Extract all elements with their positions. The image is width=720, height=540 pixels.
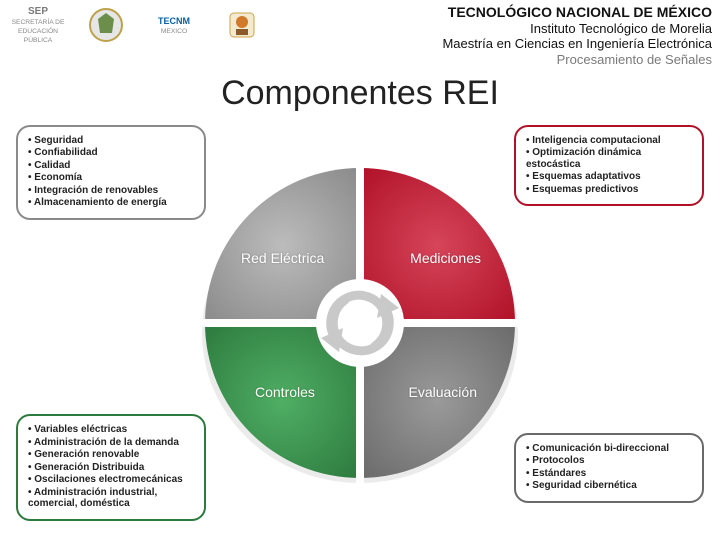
box-red-electrica: SeguridadConfiabilidadCalidadEconomíaInt… — [16, 125, 206, 220]
list-item: Seguridad cibernética — [526, 480, 692, 492]
tecnm-logo: TECNM MEXICO — [144, 4, 204, 46]
tecnm-logo-text: TECNM — [158, 16, 190, 26]
header-line1: TECNOLÓGICO NACIONAL DE MÉXICO — [280, 4, 712, 21]
sep-logo: SEP SECRETARÍA DE EDUCACIÓN PÚBLICA — [8, 4, 68, 46]
shield-logo-icon — [76, 4, 136, 46]
header-logos: SEP SECRETARÍA DE EDUCACIÓN PÚBLICA TECN… — [8, 4, 272, 46]
itm-logo-icon — [212, 4, 272, 46]
header-line4: Procesamiento de Señales — [280, 52, 712, 68]
list-item: Generación Distribuida — [28, 462, 194, 474]
list-item: Optimización dinámica estocástica — [526, 147, 692, 170]
pie-label-evaluacion: Evaluación — [409, 384, 478, 400]
pie-label-controles: Controles — [255, 384, 315, 400]
list-item: Comunicación bi-direccional — [526, 443, 692, 455]
tecnm-logo-sub: MEXICO — [161, 28, 187, 35]
list-item: Variables eléctricas — [28, 424, 194, 436]
header-line3: Maestría en Ciencias en Ingeniería Elect… — [280, 36, 712, 52]
box-bl-list: Variables eléctricasAdministración de la… — [28, 424, 194, 510]
pie-svg — [195, 158, 525, 488]
box-controles: Variables eléctricasAdministración de la… — [16, 414, 206, 521]
list-item: Administración industrial, comercial, do… — [28, 487, 194, 510]
header: SEP SECRETARÍA DE EDUCACIÓN PÚBLICA TECN… — [0, 0, 720, 70]
list-item: Administración de la demanda — [28, 437, 194, 449]
list-item: Calidad — [28, 160, 194, 172]
list-item: Estándares — [526, 468, 692, 480]
list-item: Economía — [28, 172, 194, 184]
pie-chart: Red Eléctrica Mediciones Controles Evalu… — [195, 158, 525, 488]
list-item: Inteligencia computacional — [526, 135, 692, 147]
box-tr-list: Inteligencia computacionalOptimización d… — [526, 135, 692, 196]
list-item: Almacenamiento de energía — [28, 197, 194, 209]
box-evaluacion: Comunicación bi-direccionalProtocolosEst… — [514, 433, 704, 503]
box-mediciones: Inteligencia computacionalOptimización d… — [514, 125, 704, 207]
header-line2: Instituto Tecnológico de Morelia — [280, 21, 712, 37]
list-item: Protocolos — [526, 455, 692, 467]
sep-logo-sub: SECRETARÍA DE EDUCACIÓN PÚBLICA — [12, 19, 65, 44]
page-title: Componentes REI — [0, 74, 720, 113]
list-item: Generación renovable — [28, 449, 194, 461]
list-item: Seguridad — [28, 135, 194, 147]
list-item: Oscilaciones electromecánicas — [28, 474, 194, 486]
header-text: TECNOLÓGICO NACIONAL DE MÉXICO Instituto… — [280, 4, 712, 68]
diagram: SeguridadConfiabilidadCalidadEconomíaInt… — [10, 119, 710, 527]
list-item: Esquemas predictivos — [526, 184, 692, 196]
list-item: Confiabilidad — [28, 147, 194, 159]
box-tl-list: SeguridadConfiabilidadCalidadEconomíaInt… — [28, 135, 194, 209]
box-br-list: Comunicación bi-direccionalProtocolosEst… — [526, 443, 692, 492]
sep-logo-text: SEP — [28, 6, 48, 17]
list-item: Esquemas adaptativos — [526, 171, 692, 183]
pie-label-mediciones: Mediciones — [410, 250, 481, 266]
list-item: Integración de renovables — [28, 185, 194, 197]
pie-label-red-electrica: Red Eléctrica — [241, 250, 324, 266]
